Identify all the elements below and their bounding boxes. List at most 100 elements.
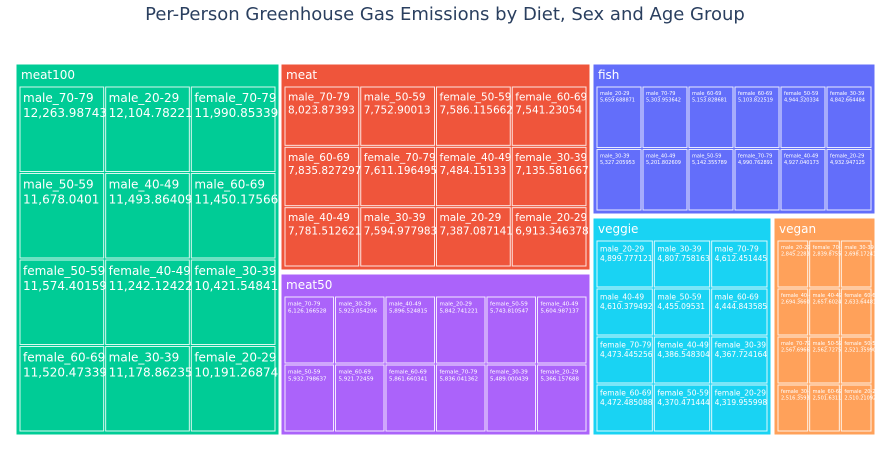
- cell-rect[interactable]: [777, 336, 809, 384]
- cell-rect[interactable]: [596, 240, 653, 288]
- cell-rect[interactable]: [436, 364, 486, 432]
- cell-rect[interactable]: [436, 296, 486, 364]
- treemap-cell[interactable]: female_70-794,990.762891: [734, 149, 780, 211]
- treemap-cell[interactable]: female_20-296,913.346378: [511, 207, 589, 267]
- treemap-cell[interactable]: female_20-292,510.210923: [840, 384, 879, 432]
- treemap-cell[interactable]: male_20-292,845.228309: [777, 240, 816, 288]
- cell-rect[interactable]: [711, 288, 768, 336]
- cell-rect[interactable]: [809, 336, 840, 384]
- treemap-cell[interactable]: male_20-294,899.777121: [596, 240, 653, 288]
- treemap-cell[interactable]: female_50-592,521.359903: [840, 336, 879, 384]
- treemap-cell[interactable]: female_50-595,743.810547: [486, 296, 536, 364]
- cell-rect[interactable]: [190, 346, 276, 432]
- treemap-cell[interactable]: female_60-692,633.644814: [840, 288, 879, 336]
- treemap-cell[interactable]: male_40-492,657.602422: [809, 288, 848, 336]
- cell-rect[interactable]: [809, 240, 840, 288]
- treemap-cell[interactable]: male_60-695,153.828681: [688, 86, 734, 148]
- cell-rect[interactable]: [19, 86, 105, 172]
- treemap-cell[interactable]: female_20-294,932.947125: [826, 149, 872, 211]
- treemap-cell[interactable]: female_30-395,489.000439: [486, 364, 536, 432]
- treemap-cell[interactable]: female_60-695,103.822519: [734, 86, 780, 148]
- cell-rect[interactable]: [360, 146, 435, 207]
- cell-rect[interactable]: [596, 288, 653, 336]
- cell-rect[interactable]: [734, 86, 780, 148]
- cell-rect[interactable]: [486, 364, 536, 432]
- cell-rect[interactable]: [780, 149, 826, 211]
- treemap-cell[interactable]: male_30-395,327.205953: [596, 149, 642, 211]
- treemap-cell[interactable]: female_60-697,541.23054: [511, 86, 587, 146]
- group-meat50[interactable]: meat50male_70-796,126.166528male_30-395,…: [280, 273, 591, 436]
- cell-rect[interactable]: [840, 336, 872, 384]
- treemap-cell[interactable]: male_70-798,023.87393: [284, 86, 360, 146]
- treemap-cell[interactable]: male_30-394,807.758163: [653, 240, 711, 288]
- treemap-cell[interactable]: female_30-394,842.664484: [826, 86, 872, 148]
- cell-rect[interactable]: [711, 240, 768, 288]
- cell-rect[interactable]: [284, 146, 360, 207]
- cell-rect[interactable]: [840, 288, 872, 336]
- group-meat100[interactable]: meat100male_70-7912,263.98743male_20-291…: [15, 63, 280, 436]
- treemap-cell[interactable]: male_60-695,921.72459: [335, 364, 385, 432]
- treemap-cell[interactable]: male_60-694,444.843585: [711, 288, 768, 336]
- cell-rect[interactable]: [486, 296, 536, 364]
- cell-rect[interactable]: [105, 86, 190, 172]
- cell-rect[interactable]: [190, 86, 276, 172]
- treemap-cell[interactable]: male_30-392,698.172418: [840, 240, 879, 288]
- treemap-cell[interactable]: female_40-494,927.040173: [780, 149, 826, 211]
- cell-rect[interactable]: [436, 207, 511, 267]
- treemap-cell[interactable]: female_70-792,839.875594: [809, 240, 848, 288]
- treemap-cell[interactable]: female_30-394,367.724164: [711, 336, 768, 384]
- treemap-cell[interactable]: female_30-392,516.359321: [777, 384, 816, 432]
- treemap-cell[interactable]: male_20-295,659.688871: [596, 86, 642, 148]
- treemap-cell[interactable]: female_20-295,366.157688: [537, 364, 587, 432]
- cell-rect[interactable]: [642, 149, 688, 211]
- group-vegan[interactable]: veganmale_20-292,845.228309female_70-792…: [773, 217, 879, 436]
- group-veggie[interactable]: veggiemale_20-294,899.777121male_30-394,…: [592, 217, 772, 436]
- treemap-cell[interactable]: female_30-397,135.581667: [511, 146, 589, 207]
- cell-rect[interactable]: [711, 384, 768, 432]
- treemap-cell[interactable]: female_50-594,944.320334: [780, 86, 826, 148]
- cell-rect[interactable]: [511, 207, 587, 267]
- cell-rect[interactable]: [777, 288, 809, 336]
- treemap-cell[interactable]: female_40-494,386.548304: [653, 336, 711, 384]
- treemap-cell[interactable]: female_70-794,473.445256: [596, 336, 653, 384]
- treemap-cell[interactable]: male_30-395,923.054206: [335, 296, 385, 364]
- cell-rect[interactable]: [385, 296, 435, 364]
- cell-rect[interactable]: [826, 86, 872, 148]
- cell-rect[interactable]: [19, 346, 105, 432]
- treemap-cell[interactable]: female_20-294,319.955998: [711, 384, 768, 432]
- cell-rect[interactable]: [537, 296, 587, 364]
- cell-rect[interactable]: [511, 146, 587, 207]
- treemap-cell[interactable]: male_70-796,126.166528: [284, 296, 334, 364]
- cell-rect[interactable]: [360, 86, 435, 146]
- treemap-cell[interactable]: female_40-497,484.15133: [436, 146, 512, 207]
- treemap-cell[interactable]: male_70-792,567.696603: [777, 336, 816, 384]
- treemap-cell[interactable]: male_60-697,835.827297: [284, 146, 361, 207]
- group-fish[interactable]: fishmale_20-295,659.688871male_70-795,30…: [592, 63, 876, 215]
- cell-rect[interactable]: [809, 288, 840, 336]
- cell-rect[interactable]: [360, 207, 435, 267]
- cell-rect[interactable]: [596, 336, 653, 384]
- treemap-cell[interactable]: female_60-694,472.485088: [596, 384, 653, 432]
- treemap-cell[interactable]: female_70-795,836.041362: [436, 364, 486, 432]
- cell-rect[interactable]: [284, 364, 334, 432]
- cell-rect[interactable]: [436, 146, 511, 207]
- cell-rect[interactable]: [596, 149, 642, 211]
- treemap-cell[interactable]: male_50-592,562.72751: [809, 336, 845, 384]
- cell-rect[interactable]: [780, 86, 826, 148]
- cell-rect[interactable]: [777, 384, 809, 432]
- treemap-cell[interactable]: male_50-595,142.355789: [688, 149, 734, 211]
- cell-rect[interactable]: [284, 207, 360, 267]
- cell-rect[interactable]: [653, 288, 711, 336]
- treemap-cell[interactable]: male_70-795,303.953642: [642, 86, 688, 148]
- cell-rect[interactable]: [105, 173, 190, 259]
- group-meat[interactable]: meatmale_70-798,023.87393male_50-597,752…: [280, 63, 591, 271]
- treemap-cell[interactable]: male_30-397,594.977983: [360, 207, 437, 267]
